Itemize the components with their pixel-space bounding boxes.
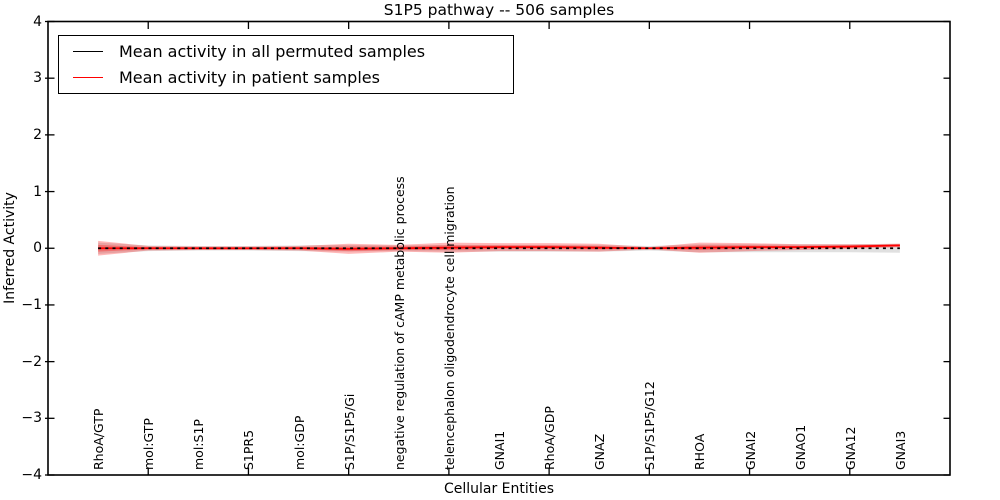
x-category-label: RhoA/GTP — [91, 408, 107, 470]
x-category-label: telencephalon oligodendrocyte cell migra… — [441, 186, 457, 470]
y-tick-label: −2 — [21, 353, 42, 370]
x-category-label: GNAO1 — [792, 424, 808, 470]
x-category-label: GNA12 — [842, 426, 858, 471]
legend-entry-patient: Mean activity in patient samples — [59, 65, 513, 91]
legend-entry-permuted: Mean activity in all permuted samples — [59, 38, 513, 64]
x-category-label: GNAI3 — [892, 430, 908, 470]
patient-std-band-outer — [98, 240, 900, 256]
y-tick-label: 1 — [33, 183, 42, 200]
x-category-label: negative regulation of cAMP metabolic pr… — [391, 176, 407, 470]
y-tick-label: 0 — [33, 240, 42, 257]
x-category-label: GNAI2 — [742, 430, 758, 470]
y-tick-label: −1 — [21, 296, 42, 313]
x-category-label: mol:S1P — [191, 419, 207, 470]
x-category-label: GNAI1 — [492, 430, 507, 470]
chart-title: S1P5 pathway -- 506 samples — [383, 1, 615, 19]
legend-label-patient: Mean activity in patient samples — [119, 68, 380, 88]
x-category-label: GNAZ — [592, 433, 608, 470]
y-tick-label: −4 — [21, 467, 42, 483]
legend-label-permuted: Mean activity in all permuted samples — [119, 41, 426, 61]
x-category-label: S1P/S1P5/G12 — [642, 381, 658, 470]
x-category-label: S1PR5 — [241, 429, 257, 470]
legend-line-sample-red-icon — [73, 77, 103, 79]
y-tick-label: 4 — [33, 13, 42, 30]
y-tick-label: 3 — [33, 70, 42, 87]
x-category-label: mol:GDP — [291, 415, 307, 470]
x-category-label: S1P/S1P5/Gi — [341, 393, 357, 470]
x-category-label: RHOA — [692, 433, 708, 470]
x-category-label: RhoA/GDP — [542, 406, 558, 470]
y-tick-label: 2 — [33, 126, 42, 143]
y-tick-label: −3 — [21, 410, 42, 427]
patient-mean-line — [98, 244, 900, 250]
patient-std-band-inner — [98, 244, 900, 252]
legend-line-sample-black-icon — [73, 50, 103, 52]
legend: Mean activity in all permuted samples Me… — [58, 35, 514, 94]
x-category-label: mol:GTP — [141, 418, 157, 470]
permuted-std-band — [98, 242, 900, 254]
plot-border — [47, 20, 951, 476]
x-axis-label: Cellular Entities — [443, 481, 555, 497]
